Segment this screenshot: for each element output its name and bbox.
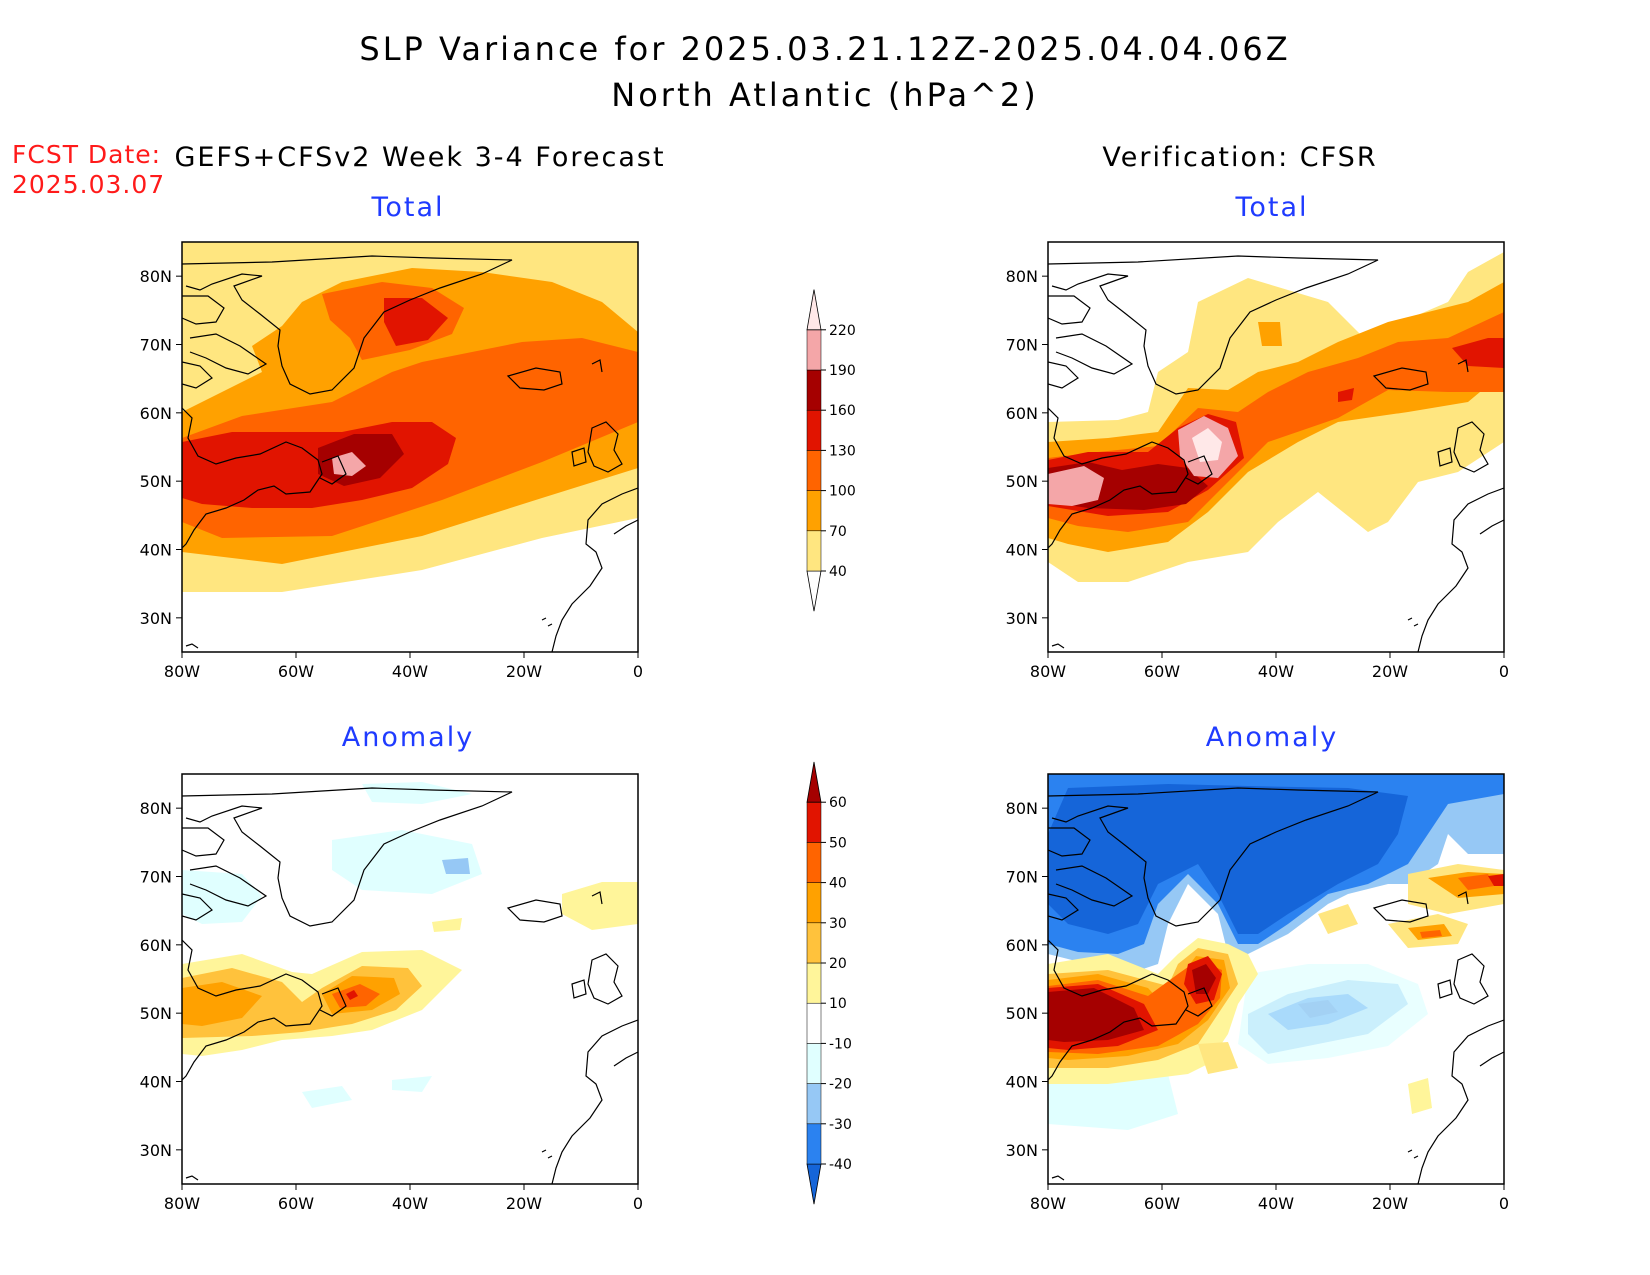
left-column-title: GEFS+CFSv2 Week 3-4 Forecast [174,142,666,173]
lat-tick-label: 30N [1006,609,1038,628]
panel-subtitle: Anomaly [1205,722,1339,753]
colorbar-label: 10 [829,996,847,1012]
colorbar-label: 40 [829,564,847,580]
lat-tick-label: 50N [1006,1004,1038,1023]
colorbar-swatch [806,842,822,883]
lat-tick-label: 80N [1006,267,1038,286]
lat-tick-label: 70N [1006,868,1038,887]
lat-tick-label: 50N [1006,472,1038,491]
colorbar-swatch [806,1083,822,1125]
lat-tick-label: 60N [140,404,172,423]
colorbar-swatch [806,490,822,532]
fcst-date-value: 2025.03.07 [12,170,166,199]
lon-tick-label: 0 [1499,662,1509,681]
colorbar-swatch [806,1002,822,1044]
colorbar-swatch [806,962,822,1004]
colorbar-swatch [806,289,822,331]
colorbar-swatch [806,922,822,964]
colorbar-swatch [806,450,822,491]
lon-tick-label: 40W [392,662,428,681]
figure-title: SLP Variance for 2025.03.21.12Z-2025.04.… [359,30,1291,68]
lat-tick-label: 80N [1006,799,1038,818]
colorbar-swatch [806,801,822,843]
lat-tick-label: 30N [140,609,172,628]
lat-tick-label: 60N [140,936,172,955]
colorbar-label: 220 [829,323,856,339]
colorbar-swatch [806,761,822,803]
lon-tick-label: 40W [392,1194,428,1213]
map-panel-forecast-anomaly [181,773,639,1185]
lon-tick-label: 80W [164,1194,200,1213]
lon-tick-label: 60W [278,1194,314,1213]
right-column-title: Verification: CFSR [1102,142,1378,173]
lon-tick-label: 0 [1499,1194,1509,1213]
lon-tick-label: 40W [1258,1194,1294,1213]
lat-tick-label: 50N [140,472,172,491]
lat-tick-label: 30N [1006,1141,1038,1160]
lon-tick-label: 20W [1372,662,1408,681]
lat-tick-label: 70N [1006,336,1038,355]
lon-tick-label: 80W [1030,662,1066,681]
lat-tick-label: 40N [140,1073,172,1092]
fcst-date-label: FCST Date: [12,140,162,169]
colorbar-label: 60 [829,795,847,811]
colorbar-swatch [806,570,822,612]
colorbar-label: -10 [829,1036,852,1052]
colorbar-swatch [806,1043,822,1084]
colorbar-swatch [806,369,822,411]
colorbar-label: 130 [829,443,856,459]
lat-tick-label: 70N [140,336,172,355]
panel-subtitle: Anomaly [341,722,475,753]
colorbar-swatch [806,409,822,451]
lon-tick-label: 80W [164,662,200,681]
colorbar-swatch [806,530,822,572]
lat-tick-label: 80N [140,799,172,818]
lon-tick-label: 20W [1372,1194,1408,1213]
figure-subtitle: North Atlantic (hPa^2) [611,76,1039,114]
colorbar-swatch [806,882,822,924]
lon-tick-label: 60W [278,662,314,681]
map-panel-verification-anomaly [1047,773,1505,1185]
lat-tick-label: 60N [1006,404,1038,423]
map-panel-verification-total [1047,241,1505,653]
colorbar-label: 160 [829,403,856,419]
lon-tick-label: 0 [633,1194,643,1213]
lat-tick-label: 50N [140,1004,172,1023]
panel-subtitle: Total [1235,192,1309,223]
colorbar-label: 20 [829,956,847,972]
colorbar-label: 30 [829,916,847,932]
colorbar-label: -40 [829,1157,852,1173]
colorbar-swatch [806,1163,822,1205]
lat-tick-label: 30N [140,1141,172,1160]
colorbar-label: 50 [829,835,847,851]
map-panel-forecast-total [181,241,639,653]
lat-tick-label: 40N [140,541,172,560]
lon-tick-label: 60W [1144,1194,1180,1213]
colorbar-anomaly: -40 -30 -20 -10 10 20 30 40 50 60 [806,761,852,1205]
colorbar-swatch [806,329,822,371]
colorbar-label: 190 [829,363,856,379]
lat-tick-label: 70N [140,868,172,887]
lon-tick-label: 60W [1144,662,1180,681]
lon-tick-label: 80W [1030,1194,1066,1213]
colorbar-label: 70 [829,524,847,540]
colorbar-label: 40 [829,876,847,892]
colorbar-label: -30 [829,1117,852,1133]
panel-subtitle: Total [371,192,445,223]
lon-tick-label: 20W [506,1194,542,1213]
lon-tick-label: 40W [1258,662,1294,681]
colorbar-total: 40 70 100 130 160 190 220 [806,289,856,612]
colorbar-swatch [806,1123,822,1165]
lat-tick-label: 60N [1006,936,1038,955]
lon-tick-label: 0 [633,662,643,681]
lon-tick-label: 20W [506,662,542,681]
lat-tick-label: 40N [1006,1073,1038,1092]
colorbar-label: 100 [829,484,856,500]
colorbar-label: -20 [829,1077,852,1093]
lat-tick-label: 80N [140,267,172,286]
lat-tick-label: 40N [1006,541,1038,560]
axes-layer: 80W 60W 40W 20W 0 80N 70N 60N 50N 40N 30N 80W 60W 40W… [140,267,1509,1213]
